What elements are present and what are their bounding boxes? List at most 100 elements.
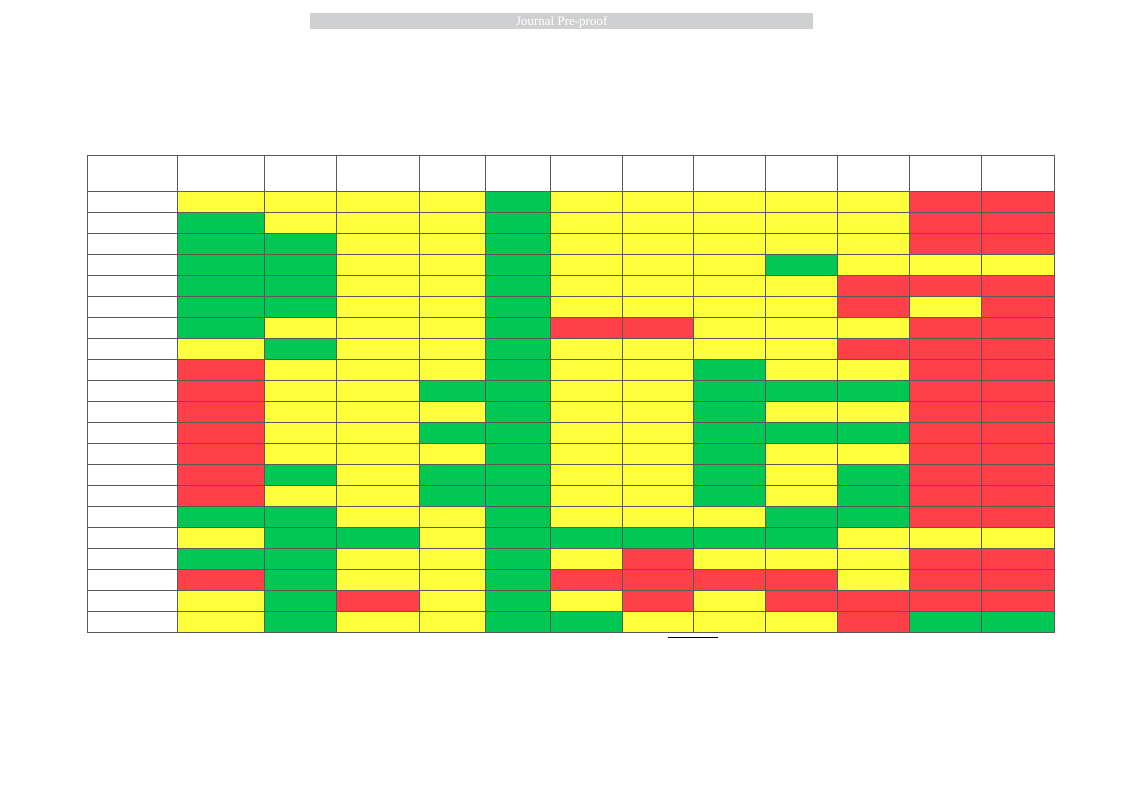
color-cell: [908, 296, 982, 318]
color-cell: [980, 548, 1056, 570]
color-cell: [418, 443, 486, 465]
table-header-row: [86, 155, 1056, 192]
color-cell: [484, 401, 552, 423]
color-cell: [622, 359, 694, 381]
color-cell: [264, 548, 338, 570]
color-cell: [836, 296, 910, 318]
color-cell: [177, 296, 266, 318]
color-cell: [764, 359, 838, 381]
color-cell: [622, 317, 694, 339]
color-cell: [764, 443, 838, 465]
color-cell: [908, 611, 982, 633]
color-cell: [550, 212, 624, 234]
color-cell: [622, 338, 694, 360]
color-cell: [692, 317, 766, 339]
color-cell: [908, 590, 982, 612]
color-cell: [764, 338, 838, 360]
table-row: [86, 506, 1056, 528]
table-row: [86, 527, 1056, 549]
color-cell: [550, 359, 624, 381]
color-cell: [836, 548, 910, 570]
color-cell: [692, 611, 766, 633]
color-cell: [484, 233, 552, 255]
header-cell: [177, 155, 266, 192]
color-cell: [550, 275, 624, 297]
color-cell: [264, 338, 338, 360]
table-row: [86, 548, 1056, 570]
color-cell: [336, 506, 420, 528]
color-cell: [177, 317, 266, 339]
color-cell: [836, 212, 910, 234]
table-row: [86, 590, 1056, 612]
color-cell: [418, 464, 486, 486]
table-row: [86, 485, 1056, 507]
color-cell: [177, 443, 266, 465]
color-cell: [764, 611, 838, 633]
header-cell: [692, 155, 766, 192]
color-cell: [336, 464, 420, 486]
color-cell: [692, 590, 766, 612]
color-cell: [550, 233, 624, 255]
color-cell: [418, 254, 486, 276]
color-cell: [908, 506, 982, 528]
table-row: [86, 443, 1056, 465]
color-cell: [550, 548, 624, 570]
color-cell: [418, 338, 486, 360]
color-cell: [980, 443, 1056, 465]
color-cell: [622, 296, 694, 318]
color-cell: [980, 191, 1056, 213]
color-cell: [484, 212, 552, 234]
color-cell: [622, 380, 694, 402]
header-cell: [908, 155, 982, 192]
color-cell: [622, 464, 694, 486]
color-cell: [622, 254, 694, 276]
color-cell: [336, 212, 420, 234]
color-cell: [692, 233, 766, 255]
journal-preproof-banner: Journal Pre-proof: [310, 13, 813, 29]
color-cell: [336, 191, 420, 213]
color-cell: [908, 527, 982, 549]
row-label-cell: [86, 275, 179, 297]
color-cell: [622, 422, 694, 444]
color-cell: [692, 380, 766, 402]
color-cell: [550, 611, 624, 633]
color-cell: [484, 443, 552, 465]
color-cell: [484, 275, 552, 297]
color-cell: [484, 422, 552, 444]
color-cell: [264, 380, 338, 402]
color-cell: [336, 422, 420, 444]
color-cell: [336, 338, 420, 360]
color-cell: [692, 254, 766, 276]
color-cell: [622, 527, 694, 549]
color-cell: [177, 506, 266, 528]
color-cell: [336, 254, 420, 276]
header-cell: [336, 155, 420, 192]
row-label-cell: [86, 611, 179, 633]
color-cell: [336, 359, 420, 381]
color-cell: [264, 611, 338, 633]
color-cell: [336, 548, 420, 570]
color-cell: [484, 485, 552, 507]
color-cell: [980, 233, 1056, 255]
header-cell: [980, 155, 1056, 192]
color-cell: [836, 254, 910, 276]
color-cell: [980, 317, 1056, 339]
color-cell: [418, 212, 486, 234]
row-label-cell: [86, 485, 179, 507]
color-cell: [550, 254, 624, 276]
table-row: [86, 401, 1056, 423]
color-cell: [836, 338, 910, 360]
color-cell: [418, 401, 486, 423]
color-cell: [264, 401, 338, 423]
color-cell: [908, 338, 982, 360]
color-cell: [908, 548, 982, 570]
table-row: [86, 212, 1056, 234]
color-cell: [264, 527, 338, 549]
color-cell: [836, 527, 910, 549]
color-cell: [764, 422, 838, 444]
header-cell: [484, 155, 552, 192]
color-cell: [764, 569, 838, 591]
color-cell: [418, 317, 486, 339]
table-row: [86, 464, 1056, 486]
